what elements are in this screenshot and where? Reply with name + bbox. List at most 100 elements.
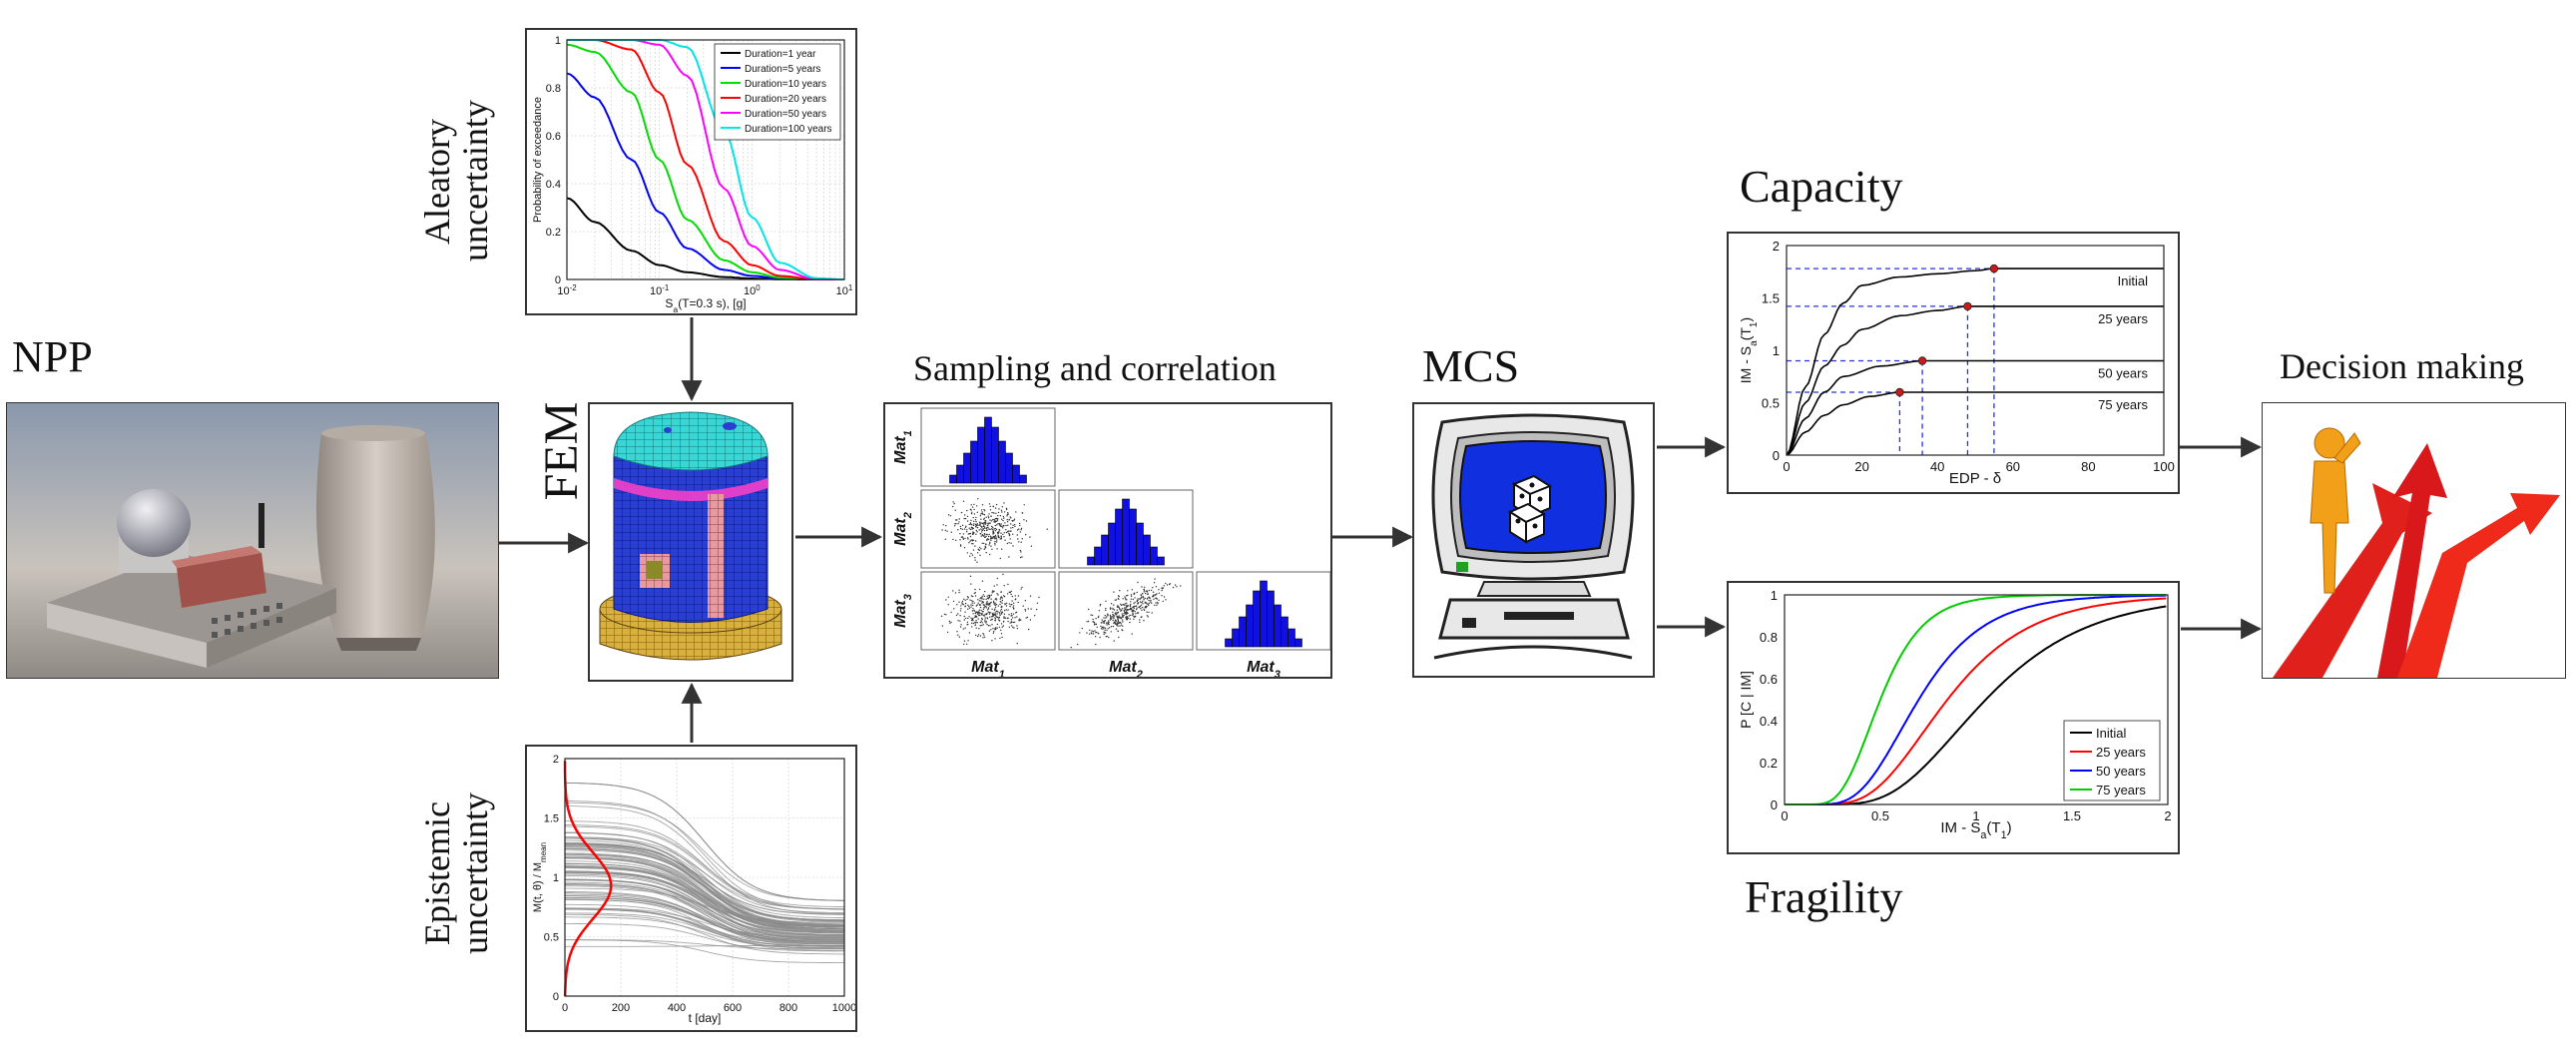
fragility-title: Fragility	[1745, 871, 1903, 922]
histogram-bar	[1101, 534, 1109, 566]
histogram-bar	[991, 426, 999, 484]
aleatory-legend-label: Duration=100 years	[745, 124, 832, 135]
sampling-panel: Mat1 Mat2 Mat3 Mat1 Mat2 Mat3	[883, 402, 1332, 681]
capacity-curve-2	[1786, 305, 2164, 456]
histogram-bar	[963, 452, 971, 484]
fragility-legend: Initial 25 years 50 years 75 years	[2063, 720, 2161, 801]
epistemic-sample-path	[565, 872, 844, 934]
fragility-xtick: 0	[1781, 808, 1788, 823]
decision-panel	[2262, 402, 2566, 679]
epistemic-sample-path	[564, 866, 844, 930]
epistemic-sample-path	[565, 895, 844, 944]
red-arrow-up-shape	[2377, 443, 2447, 678]
epistemic-ytick: 0.5	[544, 932, 559, 944]
capacity-ytick: 0.5	[1762, 396, 1780, 411]
aleatory-legend-box	[714, 43, 841, 141]
epistemic-degradation-chart: 0 200 400 600 800 1000 0 0.5 1 1.5 2 t [day] M(t, θ)…	[532, 754, 856, 1025]
epistemic-sample-path	[565, 870, 844, 937]
capacity-ytick: 0	[1773, 448, 1780, 463]
capacity-ytick: 1.5	[1762, 291, 1780, 306]
aleatory-ytick: 1	[555, 35, 561, 47]
capacity-xtick: 0	[1783, 459, 1790, 474]
epistemic-density-curve	[563, 761, 613, 996]
histogram-bar	[1115, 508, 1123, 566]
epistemic-sample-path	[564, 913, 844, 955]
histogram-bar	[1239, 616, 1247, 648]
epistemic-sample-path	[564, 874, 845, 938]
epistemic-sample-path	[564, 820, 845, 910]
fragility-ytick: 0	[1771, 797, 1778, 812]
epistemic-sample-path	[565, 837, 845, 919]
epistemic-sample-path	[564, 801, 845, 901]
fragility-xtick: 1.5	[2063, 808, 2081, 823]
aleatory-legend: Duration=1 year Duration=5 years Duration=…	[714, 43, 841, 141]
red-arrow-right-shape	[2397, 493, 2560, 678]
epistemic-sample-path	[565, 848, 845, 927]
fragility-ytick: 0.6	[1760, 672, 1778, 687]
epistemic-sample-path	[564, 841, 845, 921]
col-label-mat-3: Mat3	[1247, 659, 1281, 677]
aleatory-chart-panel: 0 0.2 0.4 0.6 0.8 1 10-2 10-1 100 101 Sa(T=0.3 s),…	[525, 28, 857, 315]
capacity-point	[1963, 301, 1972, 311]
histogram-bar	[1260, 580, 1268, 648]
fragility-chart-panel: 0 0.5 1 1.5 2 0 0.2 0.4 0.6 0.8 1 Initial 25 years 50…	[1727, 581, 2180, 854]
epistemic-xtick: 1000	[832, 1002, 855, 1014]
aleatory-legend-label: Duration=5 years	[745, 64, 820, 75]
epistemic-ytick: 0	[553, 991, 559, 1003]
histogram-bar	[1087, 556, 1095, 566]
histogram-bar	[1288, 628, 1295, 648]
aleatory-xtick: 101	[836, 283, 853, 298]
fragility-legend-label: 25 years	[2096, 745, 2146, 760]
histogram-bar	[970, 440, 978, 484]
fragility-ytick: 0.4	[1760, 714, 1778, 729]
fragility-curve-3	[1785, 594, 2167, 805]
capacity-point	[1917, 356, 1927, 365]
fem-dome-shape	[613, 411, 769, 471]
histogram-bar	[1005, 452, 1013, 484]
aleatory-axes	[566, 39, 845, 280]
histogram-bar	[1246, 604, 1254, 648]
person-figure-icon	[2310, 427, 2361, 594]
epistemic-sample-path	[564, 857, 845, 932]
capacity-axes	[1786, 245, 2165, 456]
epistemic-sample-path	[564, 831, 845, 922]
epistemic-xtick: 400	[668, 1002, 686, 1014]
fem-model-illustration	[599, 411, 782, 661]
histogram-bar	[1108, 522, 1116, 566]
capacity-xtick: 40	[1930, 459, 1944, 474]
epistemic-sample-path	[564, 805, 845, 915]
reactor-dome-shape	[117, 489, 191, 557]
aleatory-legend-label: Duration=10 years	[745, 79, 826, 90]
aleatory-ytick: 0.8	[546, 83, 561, 95]
histogram-bar	[1274, 604, 1282, 648]
capacity-point	[1895, 387, 1904, 397]
epistemic-ytick: 1.5	[544, 813, 559, 825]
row-label-mat-1: Mat1	[892, 430, 914, 464]
capacity-curve-label: 75 years	[2098, 397, 2148, 412]
histogram-bar	[1136, 522, 1144, 566]
epistemic-sample-path	[564, 898, 844, 952]
epistemic-sample-path	[564, 907, 844, 949]
epistemic-ytick: 1	[553, 872, 559, 884]
histogram-1	[949, 416, 1027, 484]
aleatory-xtick: 10-1	[650, 283, 670, 298]
epistemic-chart-panel: 0 200 400 600 800 1000 0 0.5 1 1.5 2 t [day] M(t, θ)…	[525, 745, 857, 1032]
epistemic-sample-path	[564, 782, 845, 901]
sampling-matrix: Mat1 Mat2 Mat3 Mat1 Mat2 Mat3	[892, 407, 1331, 681]
fragility-curves-chart: 0 0.5 1 1.5 2 0 0.2 0.4 0.6 0.8 1 Initial 25 years 50…	[1738, 588, 2172, 841]
capacity-xtick: 60	[2006, 459, 2020, 474]
epistemic-sample-paths	[564, 782, 845, 964]
scatter-3-2	[1070, 578, 1182, 649]
histogram-bar	[1019, 474, 1027, 484]
scatter-2-1	[941, 498, 1048, 563]
epistemic-xtick: 200	[612, 1002, 630, 1014]
decision-illustration	[2273, 427, 2560, 678]
histogram-bar	[1150, 546, 1158, 566]
histogram-bar	[998, 440, 1006, 484]
capacity-curve-label: 50 years	[2098, 366, 2148, 381]
fem-panel	[588, 402, 793, 682]
col-label-mat-2: Mat2	[1109, 659, 1143, 677]
scatter-3-1	[940, 573, 1040, 646]
capacity-ytick: 1	[1773, 343, 1780, 358]
capacity-xtick: 20	[1854, 459, 1868, 474]
